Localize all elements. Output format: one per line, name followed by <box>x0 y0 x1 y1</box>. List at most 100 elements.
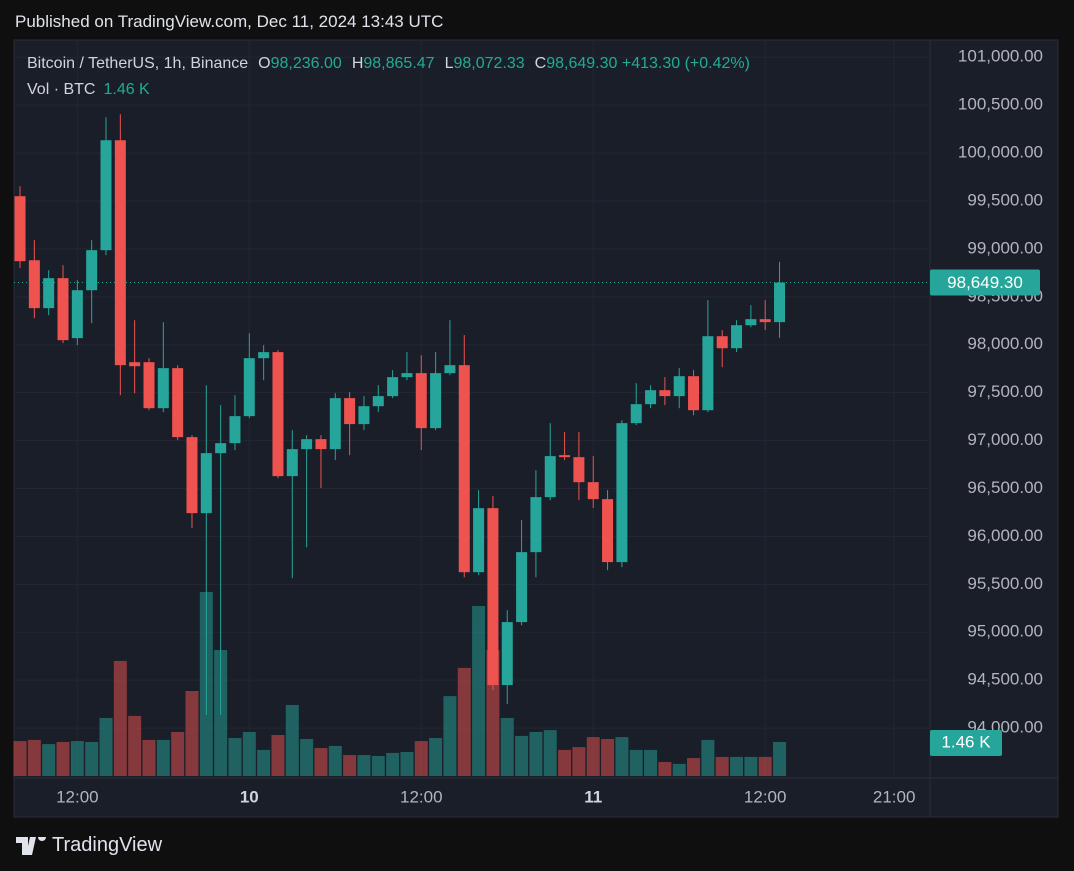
volume-bar <box>156 739 170 776</box>
y-tick-label: 97,500.00 <box>967 382 1043 401</box>
y-tick-label: 100,500.00 <box>958 95 1043 114</box>
volume-bar <box>70 741 84 776</box>
candle-body <box>57 278 69 341</box>
volume-bar <box>730 756 744 776</box>
candle-body <box>387 377 399 397</box>
x-tick-label: 10 <box>240 787 259 806</box>
volume-bar <box>414 741 428 776</box>
volume-bar <box>113 660 127 776</box>
x-tick-label: 12:00 <box>744 787 787 806</box>
y-tick-label: 95,000.00 <box>967 622 1043 641</box>
volume-bar <box>13 741 27 776</box>
volume-bar <box>429 738 443 776</box>
candle-body <box>759 319 771 323</box>
candle-body <box>372 396 384 407</box>
volume-bar <box>443 696 457 776</box>
volume-bar <box>744 756 758 776</box>
x-tick-label: 12:00 <box>56 787 99 806</box>
candle-body <box>559 455 571 458</box>
volume-bar <box>586 737 600 776</box>
candle-body <box>616 423 628 563</box>
legend-value: 98,865.47 <box>363 55 435 72</box>
volume-bar <box>42 744 56 776</box>
candle-body <box>659 390 671 397</box>
y-tick-label: 95,500.00 <box>967 574 1043 593</box>
symbol: Bitcoin / TetherUS, 1h, Binance <box>27 55 249 72</box>
candle-body <box>630 404 642 424</box>
candle-body <box>673 376 685 397</box>
candle-body <box>186 437 198 514</box>
candle-body <box>587 482 599 500</box>
candle-body <box>100 140 112 251</box>
candle-body <box>358 406 370 425</box>
candle-body <box>645 390 657 405</box>
volume-bar <box>242 731 256 776</box>
published-note: Published on TradingView.com, Dec 11, 20… <box>15 12 444 31</box>
candle-body <box>14 196 26 262</box>
volume-title: Vol · BTC <box>27 81 96 98</box>
y-tick-label: 100,000.00 <box>958 143 1043 162</box>
last-price-tag <box>930 269 1040 296</box>
volume-bar <box>672 763 686 776</box>
candle-body <box>401 373 413 378</box>
volume-bar <box>615 737 629 776</box>
volume-bar <box>371 755 385 776</box>
legend-key: L <box>444 55 454 72</box>
candle-body <box>745 319 757 326</box>
change: +413.30 (+0.42%) <box>621 55 750 72</box>
legend: Bitcoin / TetherUS, 1h, Binance O98,236.0… <box>27 55 750 73</box>
candle-body <box>731 325 743 349</box>
volume-bar <box>558 749 572 776</box>
y-tick-label: 96,000.00 <box>967 526 1043 545</box>
legend-key: C <box>534 55 547 72</box>
x-tick-label: 11 <box>584 787 602 806</box>
volume-bar <box>56 741 70 776</box>
volume-bar <box>27 739 41 776</box>
volume-bar <box>687 758 701 776</box>
candle-body <box>28 260 40 309</box>
candle-body <box>530 497 542 553</box>
candle-body <box>258 352 270 359</box>
candle-body <box>143 362 155 409</box>
candle-body <box>114 140 126 366</box>
volume-tag-label: 1.46 K <box>941 732 991 751</box>
candle-body <box>688 376 700 411</box>
legend-key: H <box>351 55 364 72</box>
x-tick-label: 21:00 <box>873 787 916 806</box>
volume-bar <box>500 718 514 776</box>
volume-bar <box>228 738 242 776</box>
candle-body <box>43 278 55 309</box>
candle-body <box>157 368 169 409</box>
volume-bar <box>285 704 299 776</box>
candle-body <box>329 398 341 450</box>
candle-body <box>200 453 212 514</box>
volume-tag <box>930 729 1002 756</box>
candle-body <box>716 336 728 349</box>
candle-body <box>516 552 528 623</box>
candle-body <box>315 439 327 450</box>
volume-bar <box>257 749 271 776</box>
candle-body <box>544 456 556 498</box>
volume-bar <box>343 755 357 776</box>
volume-bar <box>715 756 729 776</box>
brand-name: TradingView <box>52 834 163 856</box>
volume-bar <box>601 738 615 776</box>
y-tick-label: 98,000.00 <box>967 334 1043 353</box>
volume-bar <box>328 745 342 776</box>
volume-bar <box>644 749 658 776</box>
candle-body <box>272 352 284 477</box>
candle-body <box>172 368 184 438</box>
legend-value: 98,072.33 <box>453 55 525 72</box>
volume-bar <box>85 741 99 776</box>
volume-bar <box>142 739 156 776</box>
volume-bar <box>357 755 371 776</box>
volume-bar <box>400 752 414 776</box>
x-tick-label: 12:00 <box>400 787 443 806</box>
candle-body <box>415 373 427 429</box>
candle-body <box>444 365 456 374</box>
candle-body <box>430 373 442 429</box>
volume-bar <box>128 715 142 776</box>
volume-bar <box>629 749 643 776</box>
legend-key: O <box>258 55 271 72</box>
